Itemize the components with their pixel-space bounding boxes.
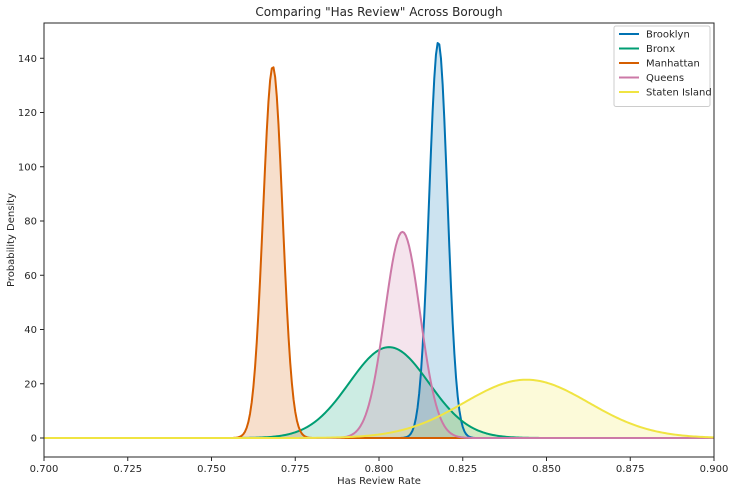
- x-tick-label: 0.750: [197, 464, 226, 475]
- density-lines: [44, 42, 715, 440]
- x-axis-label: Has Review Rate: [337, 476, 421, 487]
- legend-box: [613, 25, 711, 107]
- y-tick-label: 40: [24, 325, 37, 336]
- x-tick-label: 0.800: [365, 464, 394, 475]
- staten-island-density-fill: [44, 379, 714, 439]
- x-tick-label: 0.875: [616, 464, 645, 475]
- y-axis-ticks: 0 20 40 60 80 100 120 140: [18, 54, 44, 445]
- legend-label: Queens: [646, 73, 684, 84]
- staten-island-density-line: [44, 378, 715, 440]
- queens-density-fill: [44, 231, 714, 439]
- y-tick-label: 60: [24, 271, 37, 282]
- y-tick-label: 140: [18, 54, 37, 65]
- y-tick-label: 120: [18, 108, 37, 119]
- y-axis-label: Probability Density: [6, 193, 17, 287]
- y-tick-label: 100: [18, 162, 37, 173]
- density-fills: [44, 43, 714, 439]
- x-tick-label: 0.900: [700, 464, 729, 475]
- chart-title: Comparing "Has Review" Across Borough: [255, 5, 502, 19]
- legend-label: Manhattan: [646, 59, 700, 70]
- x-axis-ticks: 0.700 0.725 0.750 0.775 0.800 0.825 0.850 0.875…: [30, 457, 729, 475]
- legend-label: Staten Island: [646, 88, 712, 99]
- legend-label: Bronx: [646, 44, 675, 55]
- legend: Brooklyn Bronx Manhattan Queens Staten Islan…: [613, 25, 712, 107]
- bronx-density-fill: [44, 347, 714, 439]
- y-tick-label: 80: [24, 217, 37, 228]
- x-tick-label: 0.700: [30, 464, 59, 475]
- x-tick-label: 0.775: [281, 464, 310, 475]
- x-tick-label: 0.725: [113, 464, 142, 475]
- x-tick-label: 0.825: [448, 464, 477, 475]
- x-tick-label: 0.850: [532, 464, 561, 475]
- y-tick-label: 20: [24, 379, 37, 390]
- y-tick-label: 0: [31, 434, 37, 445]
- legend-label: Brooklyn: [646, 30, 690, 41]
